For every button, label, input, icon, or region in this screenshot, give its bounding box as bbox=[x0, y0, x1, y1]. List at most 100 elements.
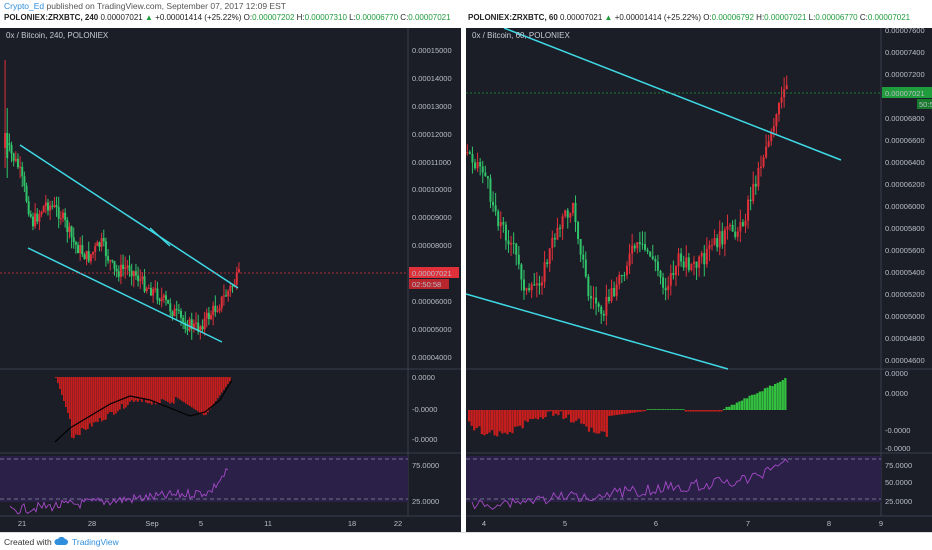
left-high-label: H: bbox=[296, 13, 305, 22]
right-macd-bar bbox=[735, 402, 738, 410]
right-candle-body bbox=[595, 297, 598, 304]
left-candle-body bbox=[218, 308, 221, 311]
right-macd-bar bbox=[554, 410, 557, 414]
right-candle-body bbox=[607, 296, 610, 302]
left-chart-canvas[interactable]: 0.00015000 0.00014000 0.00013000 0.00012000… bbox=[0, 28, 461, 532]
left-candle-body bbox=[205, 312, 208, 319]
right-candle-body bbox=[548, 248, 551, 264]
left-candle-body bbox=[111, 260, 114, 262]
created-with-label: Created with bbox=[4, 537, 52, 547]
left-macd-bar bbox=[125, 377, 127, 408]
right-macd-bar bbox=[751, 394, 754, 410]
left-candle-body bbox=[77, 244, 80, 254]
left-macd-bar bbox=[205, 377, 207, 415]
right-macd-bar bbox=[603, 410, 606, 432]
right-macd-bar bbox=[715, 410, 718, 412]
left-macd-bar bbox=[109, 377, 111, 412]
right-macd-bar bbox=[511, 410, 514, 434]
left-macd-bar bbox=[223, 377, 225, 390]
right-candle-body bbox=[471, 154, 474, 163]
right-candle-body bbox=[579, 239, 582, 255]
left-macd-bar bbox=[143, 377, 145, 400]
right-candle-body bbox=[571, 202, 574, 213]
left-candle-body bbox=[100, 238, 103, 247]
right-candle-body bbox=[708, 245, 711, 249]
right-candle-body bbox=[597, 303, 600, 307]
footer: Created with TradingView bbox=[0, 532, 932, 550]
left-time-tick-label: 21 bbox=[18, 519, 26, 528]
left-candle-body bbox=[130, 270, 133, 277]
left-candle-body bbox=[164, 295, 167, 300]
right-price-tick-label: 0.00005000 bbox=[885, 312, 925, 321]
right-macd-bar bbox=[473, 410, 476, 431]
left-macd-bar bbox=[199, 377, 201, 413]
right-macd-bar bbox=[541, 410, 545, 419]
left-macd-bar bbox=[113, 377, 115, 415]
right-candle-body bbox=[476, 162, 479, 169]
right-macd-bar bbox=[621, 410, 624, 415]
right-candle-body bbox=[641, 243, 644, 245]
right-symbol[interactable]: POLONIEX:ZRXBTC, 60 bbox=[468, 13, 558, 22]
left-candle-body bbox=[173, 308, 176, 317]
right-macd-bar bbox=[661, 409, 665, 410]
left-candle-body bbox=[154, 288, 157, 290]
right-macd-bar bbox=[784, 378, 787, 410]
left-macd-tick-label: -0.0000 bbox=[412, 405, 437, 414]
left-macd-bar bbox=[83, 377, 85, 430]
right-candle-body bbox=[741, 222, 744, 226]
left-macd-bar bbox=[129, 377, 131, 402]
left-price-tick-label: 0.00012000 bbox=[412, 130, 452, 139]
right-candle-body bbox=[654, 259, 657, 262]
left-price-tick-label: 0.00010000 bbox=[412, 185, 452, 194]
right-macd-bar bbox=[618, 410, 621, 415]
right-macd-bar bbox=[564, 410, 568, 418]
right-macd-bar bbox=[638, 410, 642, 412]
right-close: 0.00007021 bbox=[867, 13, 911, 22]
left-close: 0.00007021 bbox=[408, 13, 451, 22]
right-macd-bar bbox=[610, 410, 614, 416]
left-chart-panel[interactable]: 0.00015000 0.00014000 0.00013000 0.00012000… bbox=[0, 28, 461, 532]
right-macd-bar bbox=[478, 410, 481, 427]
right-macd-bar bbox=[631, 410, 634, 413]
left-candle-body bbox=[66, 220, 69, 233]
left-change: +0.00001414 (+25.22%) bbox=[155, 13, 242, 22]
left-price-tick-label: 0.00013000 bbox=[412, 102, 452, 111]
right-chart-panel[interactable]: 0.00007600 0.00007400 0.00007200 0.00006800… bbox=[466, 28, 932, 532]
left-candle-body bbox=[109, 260, 112, 262]
left-candle-body bbox=[42, 206, 45, 213]
left-candle-body bbox=[29, 214, 32, 217]
left-macd-bar bbox=[215, 377, 217, 401]
right-macd-bar bbox=[598, 410, 601, 434]
left-candle-body bbox=[175, 308, 178, 310]
right-macd-bar bbox=[774, 384, 777, 410]
right-chart-canvas[interactable]: 0.00007600 0.00007400 0.00007200 0.00006800… bbox=[466, 28, 932, 532]
left-symbol[interactable]: POLONIEX:ZRXBTC, 240 bbox=[4, 13, 99, 22]
left-macd-bar bbox=[211, 377, 213, 407]
left-candle-body bbox=[229, 285, 232, 292]
right-candle-body bbox=[559, 227, 562, 229]
left-open-label: O: bbox=[243, 13, 253, 22]
left-time-tick-label: 28 bbox=[88, 519, 96, 528]
tradingview-brand-link[interactable]: TradingView bbox=[72, 537, 119, 547]
right-macd-bar bbox=[582, 410, 585, 425]
right-candle-body bbox=[602, 313, 605, 316]
right-candle-body bbox=[592, 297, 595, 299]
right-symbol-info: POLONIEX:ZRXBTC, 60 0.00007021 ▲ +0.0000… bbox=[468, 12, 910, 24]
right-macd-bar bbox=[641, 410, 644, 412]
right-candle-body bbox=[664, 287, 667, 291]
right-rsi-tick-label: 25.0000 bbox=[885, 497, 912, 506]
left-macd-bar bbox=[213, 377, 215, 404]
right-macd-bar bbox=[763, 388, 767, 410]
right-candle-body bbox=[494, 205, 497, 212]
left-candle-body bbox=[10, 144, 13, 154]
author-link[interactable]: Crypto_Ed bbox=[4, 1, 45, 11]
left-candle-body bbox=[124, 267, 127, 269]
right-macd-bar bbox=[557, 410, 560, 416]
left-candle-body bbox=[182, 317, 185, 323]
left-candle-body bbox=[59, 218, 62, 220]
right-time-tick-label: 7 bbox=[746, 519, 750, 528]
left-macd-bar bbox=[65, 377, 67, 407]
right-macd-bar bbox=[547, 410, 550, 412]
right-high-label: H: bbox=[756, 13, 765, 22]
right-candle-body bbox=[770, 131, 773, 142]
